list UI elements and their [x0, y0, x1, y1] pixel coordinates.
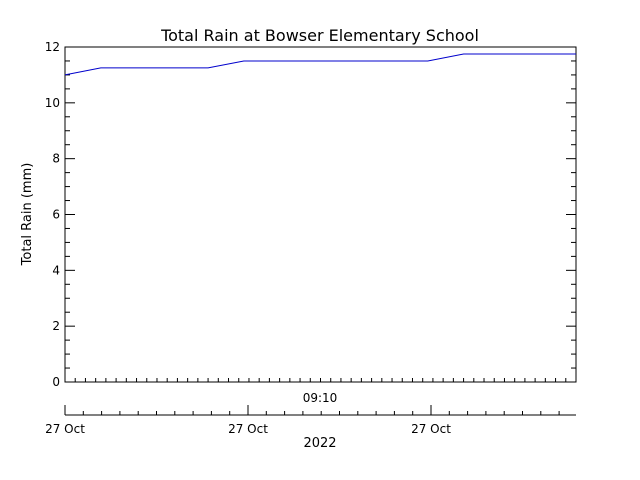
x-tick-label: 27 Oct [228, 422, 268, 436]
x-axis-ticks [64, 405, 560, 415]
y-tick-label: 10 [45, 96, 60, 110]
y-axis-tick-labels: 0 2 4 6 8 10 12 [45, 40, 60, 389]
plot-frame [64, 46, 577, 383]
x-tick-label: 27 Oct [411, 422, 451, 436]
series-line [64, 53, 576, 76]
y-axis-ticks [65, 46, 576, 383]
y-tick-label: 12 [45, 40, 60, 54]
y-axis-label: Total Rain (mm) [20, 163, 35, 267]
y-tick-label: 8 [52, 152, 60, 166]
y-tick-label: 4 [52, 263, 60, 277]
time-label: 09:10 [303, 391, 338, 405]
x-tick-label: 27 Oct [45, 422, 85, 436]
x-axis-label: 2022 [303, 436, 336, 451]
x-axis-tick-labels: 27 Oct 27 Oct 27 Oct [45, 422, 451, 436]
chart-title: Total Rain at Bowser Elementary School [160, 26, 479, 45]
y-tick-label: 2 [52, 319, 60, 333]
y-tick-label: 0 [52, 375, 60, 389]
y-tick-label: 6 [52, 208, 60, 222]
